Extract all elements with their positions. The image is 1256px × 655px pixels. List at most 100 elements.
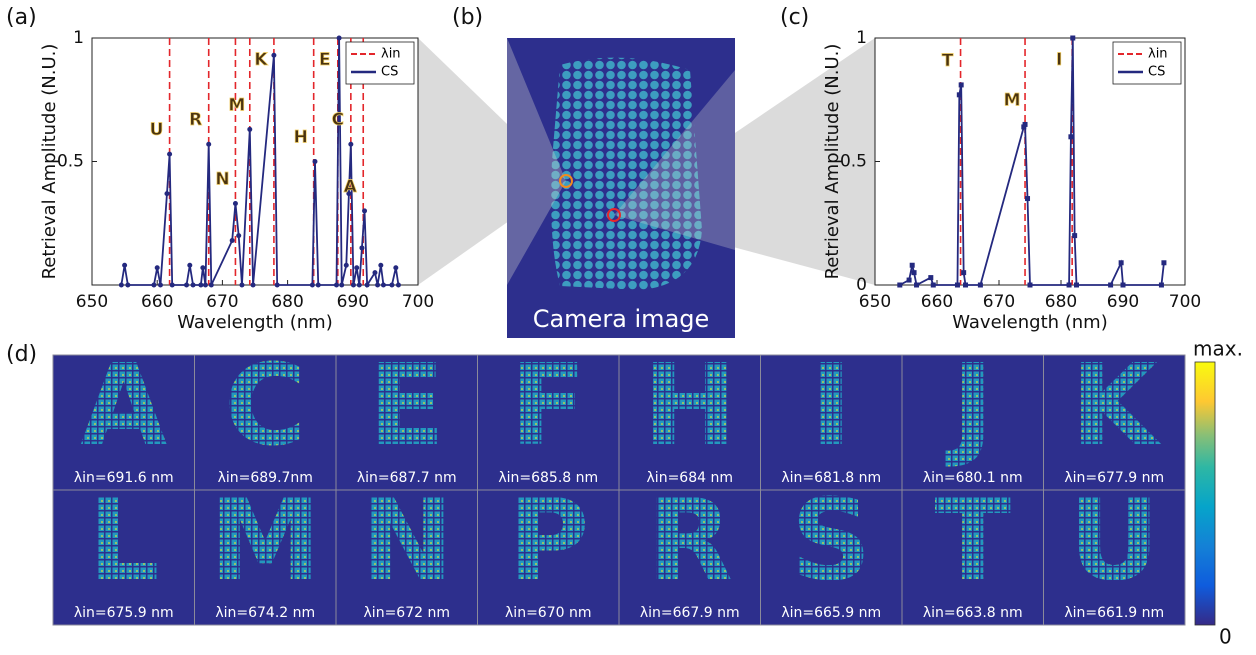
marker (198, 282, 204, 288)
marker (125, 282, 131, 288)
tile-caption: λin=667.9 nm (640, 605, 740, 621)
tile-letter: M (210, 476, 321, 606)
projection (614, 70, 735, 250)
marker (232, 200, 238, 206)
marker (914, 282, 920, 288)
tile-caption: λin=663.8 nm (923, 605, 1023, 621)
x-axis-label: Wavelength (nm) (177, 312, 333, 333)
marker (961, 270, 967, 276)
marker (200, 265, 206, 271)
tile (477, 354, 620, 491)
marker (274, 282, 280, 288)
marker (380, 282, 386, 288)
tile-letter: S (791, 476, 872, 606)
tile-caption: λin=691.6 nm (74, 470, 174, 486)
marker (1158, 282, 1164, 288)
marker (958, 82, 964, 88)
tile (194, 489, 337, 626)
panel-label: (a) (6, 5, 37, 30)
marker (911, 270, 917, 276)
x-tick-label: 690 (1107, 292, 1139, 312)
annotation: I (1056, 50, 1062, 70)
y-tick-label: 1 (856, 28, 867, 48)
y-tick-label: 0.5 (840, 152, 867, 172)
marker (334, 282, 339, 288)
core-marker (607, 208, 621, 222)
annotation: C (332, 110, 344, 130)
tile (618, 489, 761, 626)
tile-letter: F (510, 341, 587, 471)
legend (345, 41, 415, 85)
marker (378, 262, 384, 268)
annotation: T (942, 51, 954, 71)
tile-caption: λin=675.9 nm (74, 605, 174, 621)
marker (1066, 282, 1072, 288)
marker (1072, 233, 1078, 239)
marker (169, 282, 175, 288)
marker (1118, 260, 1124, 266)
tile-caption: λin=687.7 nm (357, 470, 457, 486)
x-tick-label: 660 (141, 292, 173, 312)
tile-caption: λin=670 nm (505, 605, 591, 621)
marker (389, 282, 395, 288)
y-tick-label: 0 (856, 275, 867, 295)
marker (1027, 282, 1033, 288)
marker (184, 282, 190, 288)
core-marker (559, 174, 573, 188)
annotation: N (215, 169, 229, 189)
marker (1068, 134, 1074, 140)
marker (208, 282, 214, 288)
y-axis-label: Retrieval Amplitude (N.U.) (39, 44, 60, 280)
tile-letter: J (945, 341, 994, 471)
tile (1043, 354, 1186, 491)
marker (354, 265, 360, 271)
panel-label: (b) (452, 5, 483, 30)
marker (236, 233, 242, 239)
marker (343, 262, 349, 268)
tile-letter: P (507, 476, 589, 606)
marker (167, 151, 173, 157)
marker (906, 277, 912, 283)
colorbar-max: max. (1193, 337, 1243, 361)
marker (151, 282, 157, 288)
tile (52, 489, 195, 626)
marker (977, 282, 983, 288)
x-tick-label: 690 (337, 292, 369, 312)
tile-caption: λin=681.8 nm (781, 470, 881, 486)
camera-panel: Camera image (507, 38, 735, 338)
x-tick-label: 680 (271, 292, 303, 312)
marker (154, 265, 160, 271)
marker (206, 141, 212, 147)
marker (336, 35, 342, 41)
tile-caption: λin=689.7nm (218, 470, 313, 486)
tile-letter: N (360, 476, 454, 606)
tile-caption: λin=672 nm (364, 605, 450, 621)
marker (963, 282, 969, 288)
legend (1112, 41, 1182, 85)
colorbar (1194, 361, 1216, 626)
legend-label: λin (1148, 47, 1168, 62)
marker (229, 238, 235, 244)
x-axis-label: Wavelength (nm) (952, 312, 1108, 333)
tile (760, 354, 903, 491)
annotation: E (319, 50, 331, 70)
tile-caption: λin=685.8 nm (498, 470, 598, 486)
tile-caption: λin=684 nm (647, 470, 733, 486)
marker (350, 282, 356, 288)
tile-letter: U (1069, 476, 1160, 606)
marker (312, 159, 318, 164)
annotation: M (1004, 90, 1021, 110)
tile-caption: λin=677.9 nm (1064, 470, 1164, 486)
marker (247, 126, 253, 132)
marker (928, 275, 934, 281)
marker (375, 282, 381, 288)
tile (760, 489, 903, 626)
marker (1074, 282, 1079, 288)
tile-letter: R (647, 476, 733, 606)
annotation: H (294, 128, 308, 148)
camera-caption: Camera image (533, 305, 710, 333)
tile-letter: K (1071, 341, 1162, 471)
tile (335, 354, 478, 491)
tile-caption: λin=661.9 nm (1064, 605, 1164, 621)
